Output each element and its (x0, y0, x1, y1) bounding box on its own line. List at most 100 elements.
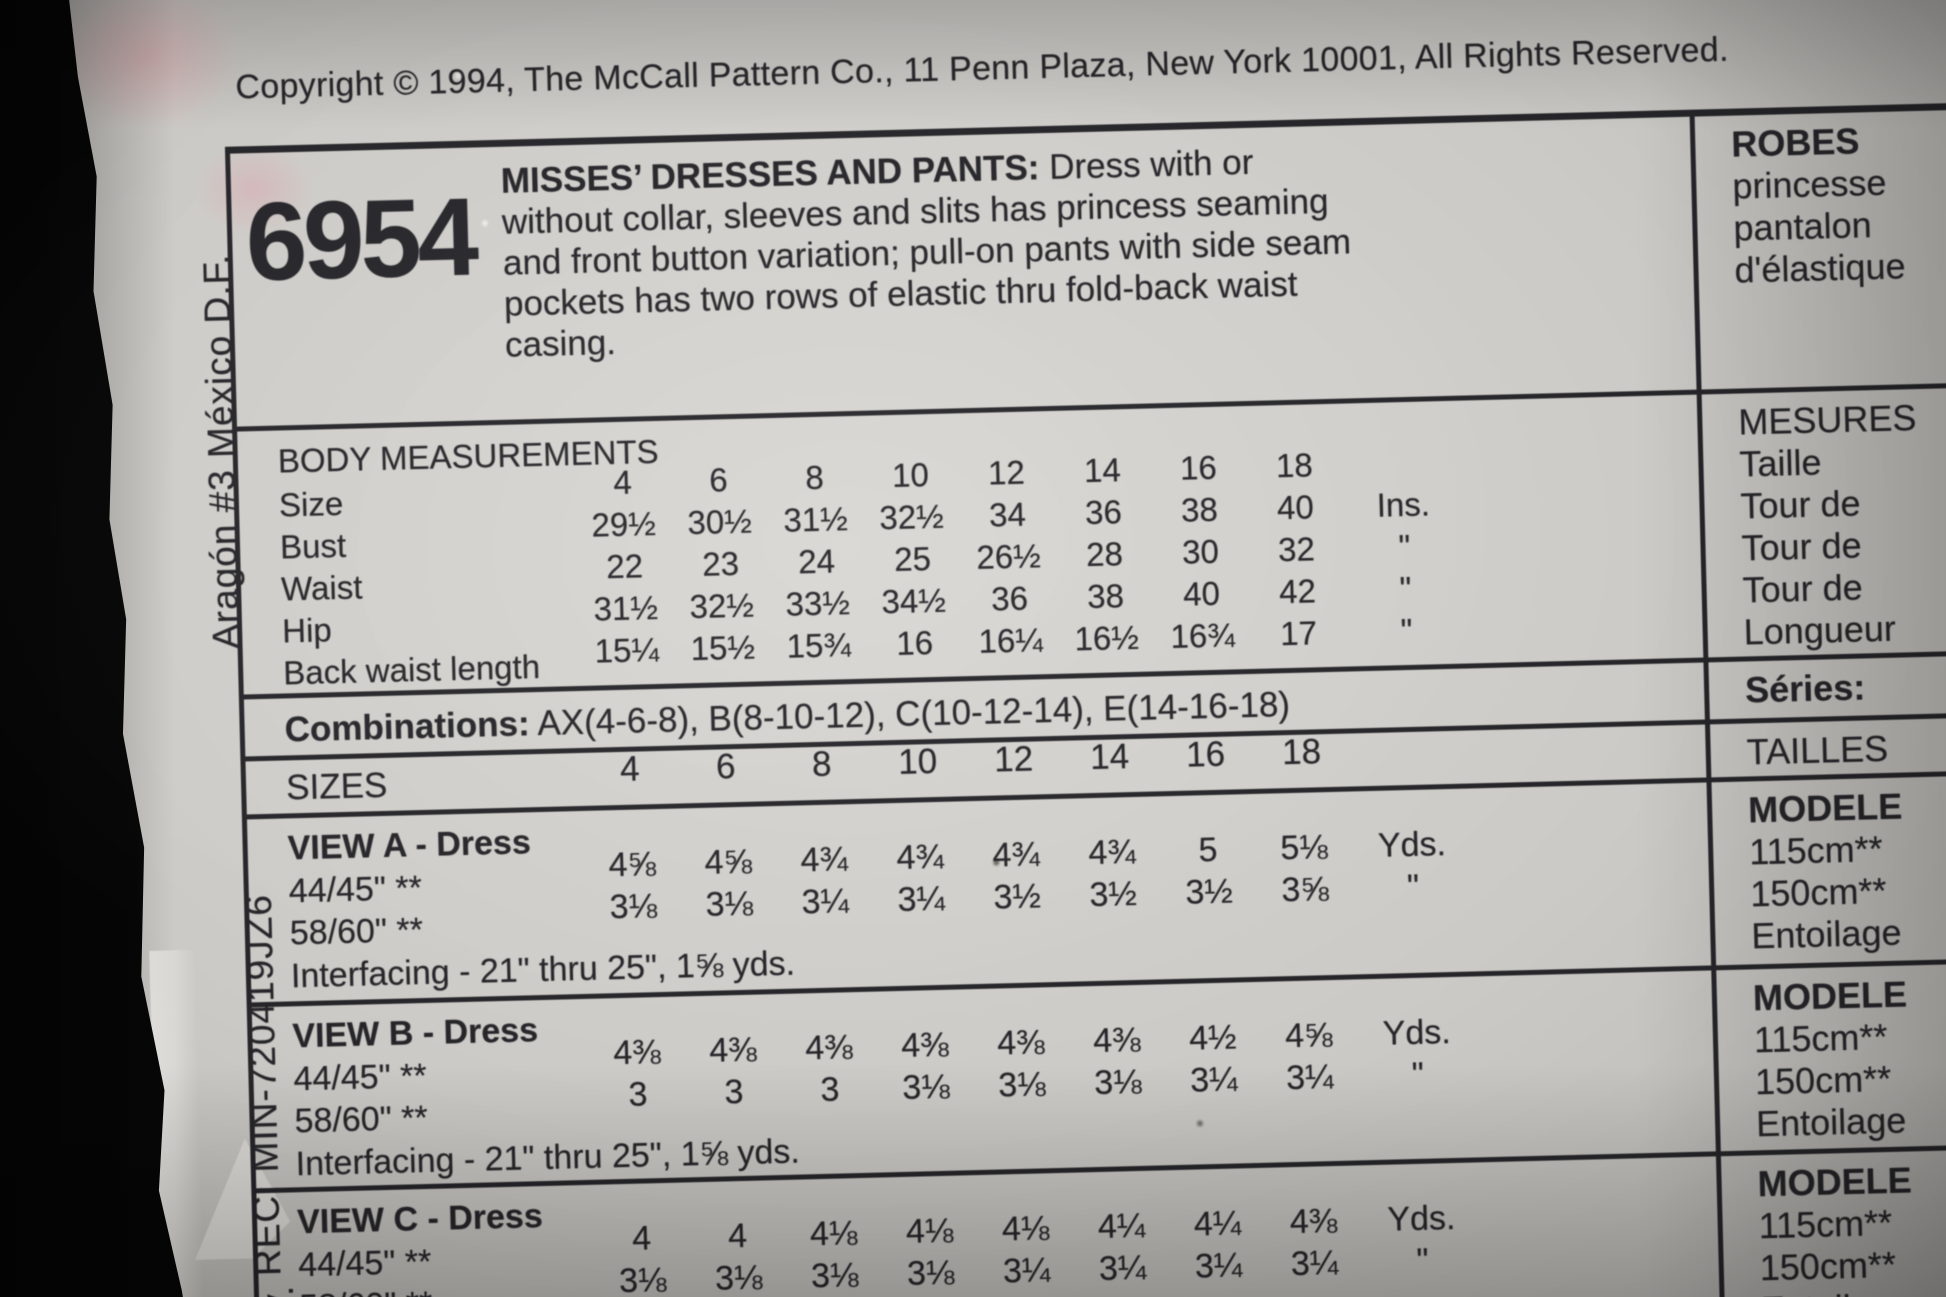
description-text: Dress with or (1048, 142, 1254, 187)
unit-cell: " (1415, 1241, 1430, 1280)
row-label: Bust (279, 526, 347, 566)
unit-cell: " (1400, 611, 1413, 650)
measurement-value: 28 (1085, 535, 1124, 574)
combinations-text: AX(4-6-8), B(8-10-12), C(10-12-14), E(14… (529, 685, 1291, 744)
yardage-value: 4⅜ (996, 1023, 1045, 1063)
yardage-value: 4⅛ (905, 1211, 954, 1251)
measurement-value: 16¼ (978, 621, 1044, 660)
measurement-value: 36 (990, 579, 1029, 618)
yardage-value: 4⅜ (612, 1033, 662, 1073)
measurement-value: 38 (1180, 490, 1219, 529)
unit-cell: " (1406, 867, 1420, 907)
yardage-value: 4⅜ (900, 1025, 949, 1065)
measurement-value: 31½ (593, 588, 659, 628)
row-label: Hip (281, 611, 333, 650)
yardage-value: 4⅜ (1092, 1020, 1141, 1061)
pattern-envelope-paper: Copyright © 1994, The McCall Pattern Co.… (20, 0, 1946, 1297)
view-b-section: VIEW B - Dress 44/45" ** 4⅜ 4⅜ 4⅜ 4⅜ 4⅜ … (252, 970, 1716, 1193)
yardage-value: 3¼ (1194, 1246, 1243, 1286)
yardage-value: 3⅛ (997, 1065, 1047, 1105)
fabric-width-label: 58/60" ** (289, 911, 424, 953)
yardage-value: 3⅛ (901, 1067, 951, 1107)
french-modele-title: MODELE (1747, 785, 1903, 831)
yardage-value: 3⅛ (1093, 1062, 1142, 1103)
fabric-width-label: 44/45" ** (293, 1056, 428, 1099)
french-column-mesures: MESURES Taille Tour de Tour de Tour de L… (1697, 384, 1946, 663)
yardage-value: 4 (727, 1216, 748, 1256)
yardage-value: 3⅛ (618, 1260, 667, 1297)
measurement-value: 26½ (975, 537, 1042, 576)
size-value: 6 (708, 461, 729, 499)
body-measurements-section: BODY MEASUREMENTS Size 4 6 8 10 12 14 16… (237, 395, 1703, 700)
row-label: Waist (280, 568, 363, 608)
size-value: 8 (811, 744, 832, 785)
french-mesures-title: MESURES (1737, 397, 1917, 443)
measurement-value: 34½ (881, 581, 947, 621)
yardage-value: 4⅜ (1289, 1201, 1338, 1242)
unit-cell (1342, 441, 1463, 486)
french-column-modele-a: MODELE 115cm** 150cm** Entoilage (1706, 772, 1946, 971)
measurement-value: 33½ (785, 584, 851, 623)
measurement-value: 16½ (1074, 618, 1140, 658)
yardage-value: 3 (820, 1070, 840, 1110)
torn-paper-edge (149, 950, 206, 1297)
measurement-value: 32½ (878, 497, 945, 537)
yardage-value: 4⅝ (704, 842, 753, 882)
yardage-value: 3¼ (1189, 1060, 1238, 1100)
yardage-value: 3¼ (1002, 1251, 1051, 1291)
yardage-value: 5 (1198, 830, 1218, 870)
measurement-value: 30 (1181, 532, 1220, 571)
yardage-value: 3 (724, 1072, 744, 1112)
yardage-value: 3⅛ (705, 884, 754, 924)
french-column-series: Séries: (1703, 652, 1946, 725)
fabric-width-label: 44/45" ** (288, 869, 423, 911)
measurement-value: 42 (1278, 572, 1317, 611)
yardage-value: 3⅛ (714, 1258, 763, 1297)
measurement-value: 16 (895, 624, 934, 662)
measurement-value: 17 (1279, 614, 1318, 653)
size-value: 12 (987, 453, 1026, 492)
yardage-value: 3⅛ (810, 1256, 859, 1296)
measurement-value: 15¾ (786, 626, 852, 665)
measurement-value: 22 (605, 547, 644, 586)
header-section: 6954 MISSES’ DRESSES AND PANTS: Dress wi… (230, 117, 1697, 432)
french-column-robes: ROBES princesse pantalon d'élastique (1690, 106, 1946, 395)
row-label: Size (278, 484, 344, 524)
size-value: 16 (1185, 734, 1226, 775)
yardage-value: 3½ (1089, 874, 1138, 915)
yardage-value: 3½ (1184, 872, 1234, 912)
yardage-value: 3 (628, 1075, 648, 1114)
french-modele-title: MODELE (1752, 973, 1908, 1019)
yardage-value: 3¼ (1285, 1058, 1334, 1098)
french-modele-title: MODELE (1757, 1159, 1913, 1205)
size-value: 8 (804, 458, 825, 497)
french-robes-title: ROBES (1730, 120, 1860, 165)
size-value: 10 (891, 456, 930, 495)
yardage-value: 4⅜ (708, 1030, 758, 1070)
yardage-value: 4⅜ (804, 1028, 854, 1068)
yardage-value: 3⅝ (1280, 870, 1330, 910)
pattern-number: 6954 (244, 175, 477, 305)
yardage-value: 3¼ (1098, 1248, 1147, 1289)
measurement-value: 38 (1086, 577, 1125, 616)
measurement-value: 40 (1182, 574, 1221, 613)
copyright-line: Copyright © 1994, The McCall Pattern Co.… (234, 30, 1730, 107)
size-value: 14 (1089, 737, 1130, 778)
yardage-value: 4⅛ (1001, 1209, 1050, 1249)
paper-stain (49, 0, 243, 133)
measurement-value: 24 (797, 542, 836, 581)
size-value: 6 (715, 747, 736, 787)
yardage-value: 3¼ (1290, 1243, 1339, 1284)
yardage-value: 4 (631, 1219, 652, 1258)
measurement-value: 15½ (690, 628, 756, 668)
measurement-value: 40 (1276, 488, 1315, 527)
size-value: 12 (993, 739, 1034, 780)
measurement-value: 34 (988, 495, 1027, 534)
measurement-value: 32½ (689, 586, 755, 626)
measurement-value: 25 (893, 540, 932, 578)
yardage-value: 4¾ (800, 840, 849, 880)
size-value: 4 (612, 463, 633, 502)
yardage-value: 5⅛ (1279, 828, 1329, 868)
measurement-value: 36 (1084, 493, 1123, 532)
